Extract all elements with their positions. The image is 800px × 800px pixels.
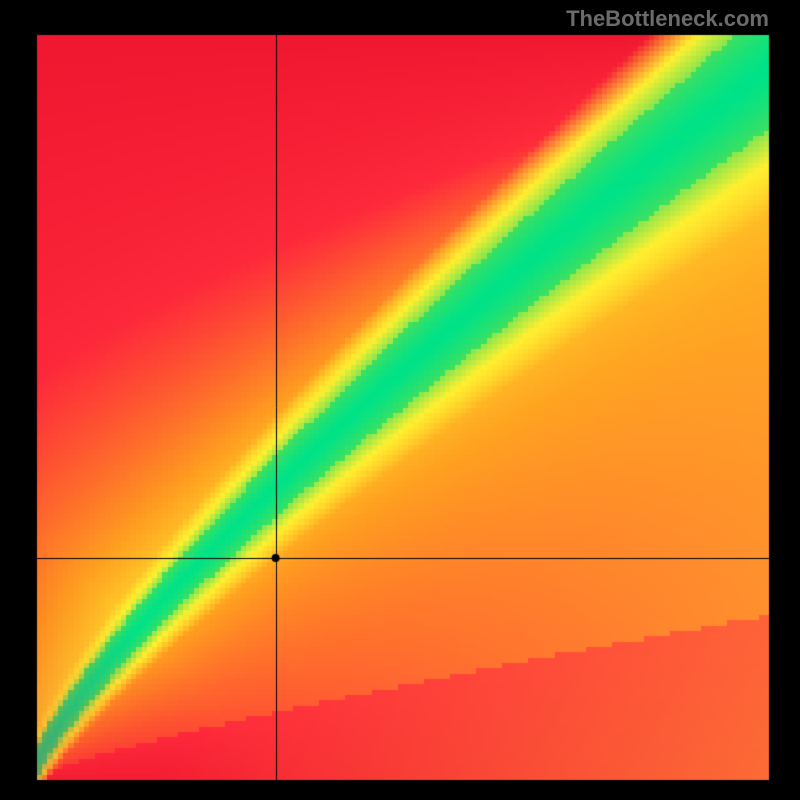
- chart-container: TheBottleneck.com: [0, 0, 800, 800]
- bottleneck-heatmap: [0, 0, 800, 800]
- watermark-text: TheBottleneck.com: [566, 6, 769, 32]
